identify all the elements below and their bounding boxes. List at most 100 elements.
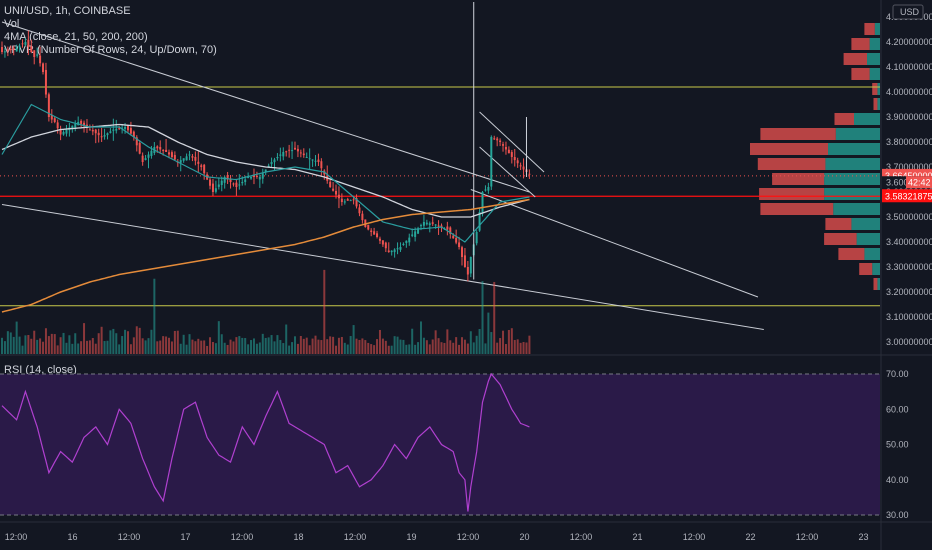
candle-body xyxy=(106,133,109,136)
candle-body xyxy=(396,248,399,250)
candle-body xyxy=(173,155,176,160)
volume-bar xyxy=(1,337,3,354)
volume-bar xyxy=(53,334,56,354)
candle-body xyxy=(414,231,417,237)
candle-body xyxy=(88,129,91,131)
volume-bar xyxy=(311,338,314,354)
candle-body xyxy=(522,166,525,170)
wedge-upper-line[interactable] xyxy=(479,111,545,173)
volume-bar xyxy=(100,326,103,354)
volume-bar xyxy=(24,335,27,354)
vpvr-buy-row xyxy=(869,68,880,80)
candle-body xyxy=(449,227,452,234)
rsi-band xyxy=(0,374,880,515)
vpvr-buy-row xyxy=(851,218,880,230)
vpvr-buy-row xyxy=(877,278,880,290)
candle-body xyxy=(244,179,247,182)
candle-body xyxy=(458,242,461,247)
candle-body xyxy=(428,223,431,226)
candle-body xyxy=(65,129,68,134)
candle-body xyxy=(24,42,27,45)
volume-bar xyxy=(285,324,288,354)
trendline-lower[interactable] xyxy=(1,204,764,330)
candle-body xyxy=(182,158,185,161)
candle-body xyxy=(235,182,238,187)
volume-bar xyxy=(162,336,165,354)
candle-body xyxy=(103,135,106,137)
candle-body xyxy=(440,225,443,227)
candle-body xyxy=(252,175,255,177)
time-tick-label: 22 xyxy=(745,532,755,542)
volume-bar xyxy=(115,333,118,354)
volume-bar xyxy=(159,340,162,354)
candle-body xyxy=(343,201,346,203)
candle-body xyxy=(346,199,349,201)
volume-bar xyxy=(507,329,510,354)
candle-body xyxy=(27,39,30,47)
volume-bar xyxy=(3,341,6,354)
candle-body xyxy=(422,222,425,226)
key-level-label: 3.58321875 xyxy=(885,191,932,201)
volume-bar xyxy=(118,344,121,354)
volume-bar xyxy=(493,281,496,354)
candle-body xyxy=(469,257,472,274)
candle-body xyxy=(80,120,83,124)
volume-bar xyxy=(156,341,159,354)
candle-body xyxy=(42,63,45,72)
price-tick-label: 4.20000000 xyxy=(886,37,932,47)
volume-bar xyxy=(425,340,428,354)
wedge-lower-line[interactable] xyxy=(479,146,536,198)
volume-bar xyxy=(475,335,478,354)
volume-bar xyxy=(267,337,270,354)
candle-body xyxy=(159,147,162,150)
trendline-upper[interactable] xyxy=(1,21,530,193)
vpvr-buy-row xyxy=(833,203,880,215)
candle-body xyxy=(261,173,264,179)
rsi-tick-label: 70.00 xyxy=(886,369,909,379)
time-tick-label: 12:00 xyxy=(5,532,28,542)
volume-bar xyxy=(496,342,499,354)
vpvr-sell-row xyxy=(757,158,826,170)
volume-bar xyxy=(33,330,36,354)
candle-body xyxy=(62,132,65,135)
candle-body xyxy=(191,156,194,158)
candle-body xyxy=(1,47,3,52)
volume-bar xyxy=(358,339,361,354)
volume-bar xyxy=(510,328,513,354)
volume-bar xyxy=(384,340,387,354)
volume-bar xyxy=(364,340,367,354)
candle-body xyxy=(384,242,387,249)
currency-button[interactable] xyxy=(892,4,924,20)
time-tick-label: 12:00 xyxy=(683,532,706,542)
volume-bar xyxy=(355,338,358,354)
candle-body xyxy=(349,200,352,202)
volume-bar xyxy=(428,344,431,354)
candle-body xyxy=(425,222,428,225)
rsi-tick-label: 30.00 xyxy=(886,510,909,520)
candle-body xyxy=(247,177,250,179)
vpvr-sell-row xyxy=(825,218,852,230)
ma200-line xyxy=(1,198,530,313)
volume-bar xyxy=(62,332,65,354)
candle-body xyxy=(211,183,214,192)
volume-bar xyxy=(138,327,141,354)
price-tick-label: 3.10000000 xyxy=(886,312,932,322)
countdown-label: 42:42 xyxy=(908,177,931,187)
candle-body xyxy=(305,157,308,158)
volume-bar xyxy=(502,330,505,354)
vpvr-buy-row xyxy=(877,98,880,110)
vpvr-buy-row xyxy=(854,113,880,125)
volume-bar xyxy=(291,342,294,354)
candle-body xyxy=(288,149,291,151)
volume-bar xyxy=(484,343,487,354)
volume-bar xyxy=(147,338,150,354)
trendline-projection[interactable] xyxy=(470,189,759,298)
candle-body xyxy=(12,48,15,50)
candle-body xyxy=(156,146,159,149)
volume-bar xyxy=(499,338,502,354)
rsi-line xyxy=(1,372,530,512)
volume-bar xyxy=(197,338,200,354)
candle-body xyxy=(118,128,121,130)
vpvr-legend: VPVR (Number Of Rows, 24, Up/Down, 70) xyxy=(4,44,217,56)
